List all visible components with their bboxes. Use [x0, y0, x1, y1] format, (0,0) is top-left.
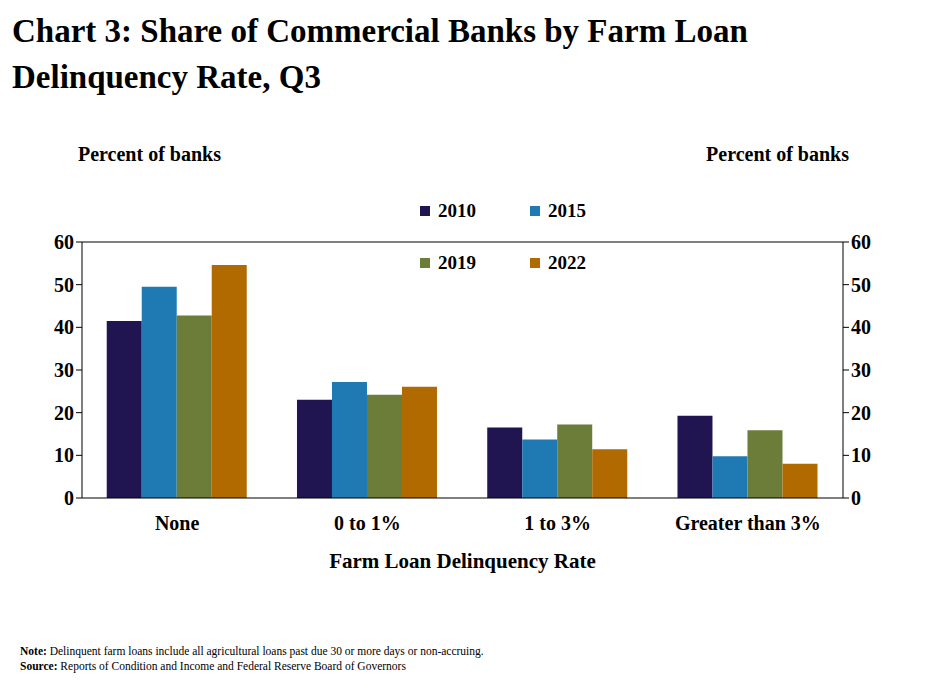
svg-text:60: 60	[54, 231, 74, 253]
html-text:2015: 2015	[548, 200, 586, 221]
svg-text:20: 20	[851, 402, 871, 424]
html-text:2010: 2010	[438, 200, 476, 221]
svg-text:10: 10	[54, 444, 74, 466]
html-text:Note: Delinquent farm loans in: Note: Delinquent farm loans include all …	[20, 645, 484, 657]
svg-text:0 to 1%: 0 to 1%	[334, 512, 401, 534]
svg-text:40: 40	[54, 316, 74, 338]
svg-text:40: 40	[851, 316, 871, 338]
html-text:Percent of banks: Percent of banks	[706, 143, 849, 165]
html-text:Source: Reports of Condition a: Source: Reports of Condition and Income …	[20, 660, 406, 672]
svg-text:None: None	[155, 512, 200, 534]
svg-text:1 to 3%: 1 to 3%	[524, 512, 591, 534]
svg-text:0: 0	[851, 487, 861, 509]
svg-text:Farm Loan Delinquency Rate: Farm Loan Delinquency Rate	[329, 549, 596, 573]
svg-text:10: 10	[851, 444, 871, 466]
svg-text:50: 50	[54, 274, 74, 296]
svg-text:50: 50	[851, 274, 871, 296]
svg-text:20: 20	[54, 402, 74, 424]
svg-text:0: 0	[64, 487, 74, 509]
svg-text:Greater than 3%: Greater than 3%	[675, 512, 821, 534]
html-text:2019: 2019	[438, 252, 476, 273]
svg-text:30: 30	[54, 359, 74, 381]
svg-text:60: 60	[851, 231, 871, 253]
html-text:Chart 3: Share of Commercial B: Chart 3: Share of Commercial Banks by Fa…	[12, 13, 748, 95]
html-text:Percent of banks: Percent of banks	[78, 143, 221, 165]
html-text:2022: 2022	[548, 252, 586, 273]
svg-text:30: 30	[851, 359, 871, 381]
